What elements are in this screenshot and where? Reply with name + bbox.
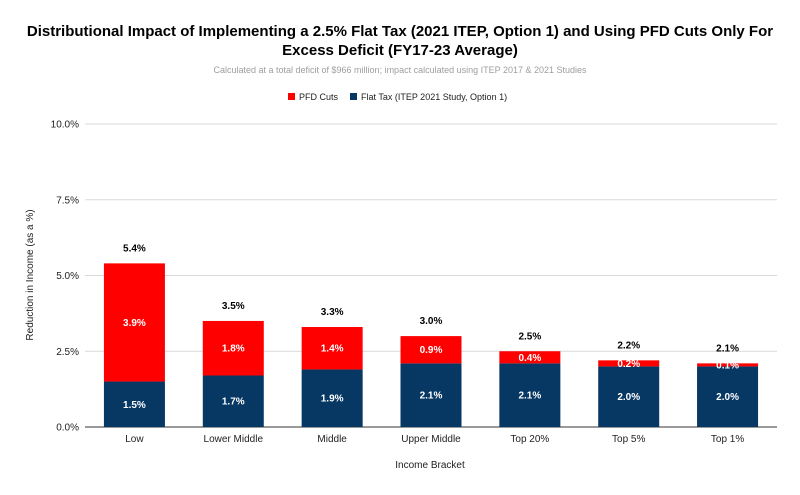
chart-subtitle: Calculated at a total deficit of $966 mi…: [213, 65, 587, 75]
legend: PFD Cuts Flat Tax (ITEP 2021 Study, Opti…: [288, 92, 507, 102]
data-label-pfd-cuts: 1.4%: [321, 344, 344, 355]
bar-segment-flat-tax: [697, 366, 759, 427]
bar-segment-pfd-cuts: [697, 363, 759, 367]
data-label-flat-tax: 2.0%: [716, 392, 739, 403]
y-tick-label: 10.0%: [51, 120, 79, 131]
chart-title-line-2: Excess Deficit (FY17-23 Average): [282, 42, 518, 59]
chart-title-line-1: Distributional Impact of Implementing a …: [26, 23, 774, 40]
legend-swatch-pfd-cuts: [288, 93, 295, 100]
data-label-total: 2.1%: [716, 343, 739, 354]
x-tick-label: Lower Middle: [204, 434, 264, 445]
bar-segment-pfd-cuts: [598, 360, 660, 367]
bars: 1.5% 3.9% 5.4% 1.7% 1.8% 3.5% 1.9% 1.4% 3.3% 2.1%…: [103, 243, 759, 427]
bar-segment-pfd-cuts: [103, 263, 165, 382]
y-tick-label: 7.5%: [56, 195, 79, 206]
data-label-pfd-cuts: 0.1%: [716, 360, 739, 371]
x-tick-label: Top 20%: [510, 434, 549, 445]
x-axis-ticks: Low Lower Middle Middle Upper Middle Top 20%…: [125, 434, 744, 445]
x-tick-label: Upper Middle: [401, 434, 461, 445]
y-tick-label: 2.5%: [56, 347, 79, 358]
bar-segment-flat-tax: [400, 363, 462, 427]
bar-segment-flat-tax: [103, 381, 165, 427]
x-tick-label: Top 1%: [711, 434, 744, 445]
y-axis-title: Reduction in Income (as a %): [25, 209, 36, 340]
y-axis-ticks: 0.0% 2.5% 5.0% 7.5% 10.0%: [51, 120, 79, 434]
data-label-pfd-cuts: 1.8%: [222, 344, 245, 355]
data-label-pfd-cuts: 3.9%: [123, 318, 146, 329]
data-label-total: 2.2%: [617, 340, 640, 351]
legend-label-pfd-cuts: PFD Cuts: [299, 92, 339, 102]
data-label-pfd-cuts: 0.4%: [518, 353, 541, 364]
data-label-flat-tax: 1.7%: [222, 397, 245, 408]
data-label-flat-tax: 2.1%: [518, 391, 541, 402]
data-label-total: 3.5%: [222, 301, 245, 312]
data-label-pfd-cuts: 0.9%: [420, 345, 443, 356]
data-label-flat-tax: 1.9%: [321, 394, 344, 405]
y-tick-label: 0.0%: [56, 423, 79, 434]
bar-segment-pfd-cuts: [301, 327, 363, 370]
bar-segment-pfd-cuts: [202, 320, 264, 376]
bar-segment-flat-tax: [202, 375, 264, 427]
legend-label-flat-tax: Flat Tax (ITEP 2021 Study, Option 1): [361, 92, 507, 102]
data-label-pfd-cuts: 0.2%: [617, 359, 640, 370]
x-tick-label: Low: [125, 434, 144, 445]
x-tick-label: Middle: [317, 434, 347, 445]
y-tick-label: 5.0%: [56, 271, 79, 282]
bar-segment-flat-tax: [301, 369, 363, 427]
data-label-total: 3.3%: [321, 307, 344, 318]
legend-swatch-flat-tax: [350, 93, 357, 100]
bar-segment-pfd-cuts: [499, 351, 561, 364]
data-label-flat-tax: 1.5%: [123, 400, 146, 411]
chart-title: Distributional Impact of Implementing a …: [0, 22, 800, 60]
x-tick-label: Top 5%: [612, 434, 645, 445]
x-axis-title: Income Bracket: [395, 460, 465, 471]
data-label-total: 2.5%: [518, 331, 541, 342]
data-label-total: 5.4%: [123, 243, 146, 254]
data-label-flat-tax: 2.0%: [617, 392, 640, 403]
bar-segment-pfd-cuts: [400, 336, 462, 364]
bar-segment-flat-tax: [499, 363, 561, 427]
bar-segment-flat-tax: [598, 366, 660, 427]
data-label-total: 3.0%: [420, 316, 443, 327]
data-label-flat-tax: 2.1%: [420, 391, 443, 402]
